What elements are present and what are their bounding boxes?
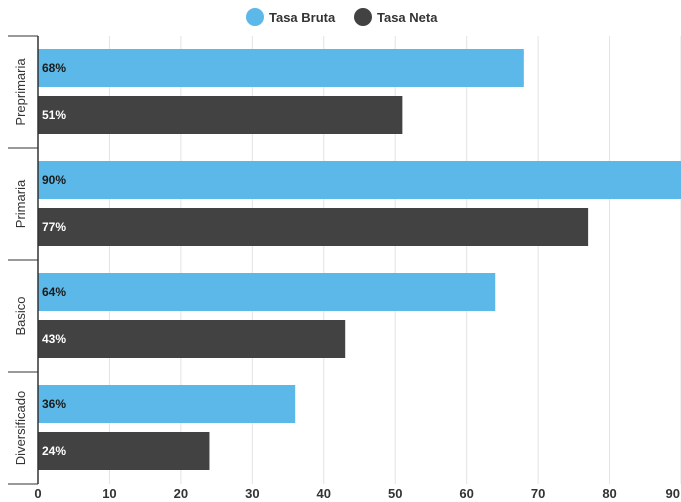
category-label: Preprimaria (13, 58, 28, 126)
x-tick-label: 30 (245, 486, 259, 501)
category-label: Diversificado (13, 391, 28, 465)
x-tick-label: 10 (102, 486, 116, 501)
bars: 68% 51% 90% 77% 64% 43% 36% 24% (38, 49, 681, 470)
bar (38, 273, 496, 311)
bar-label: 64% (42, 285, 66, 299)
legend-marker (246, 8, 264, 26)
category-label: Primaria (13, 179, 28, 228)
x-tick-labels: 0 10 20 30 40 50 60 70 80 90 (34, 486, 680, 501)
x-tick-label: 90 (666, 486, 680, 501)
bar-label: 43% (42, 332, 66, 346)
bar (38, 385, 296, 423)
bar (38, 432, 210, 470)
x-tick-label: 60 (459, 486, 473, 501)
x-tick-label: 20 (174, 486, 188, 501)
x-tick-label: 50 (388, 486, 402, 501)
bar-label: 77% (42, 220, 66, 234)
bar (38, 161, 681, 199)
bar (38, 96, 403, 134)
bar (38, 320, 346, 358)
bar-label: 68% (42, 61, 66, 75)
legend: Tasa Bruta Tasa Neta (246, 8, 438, 26)
bar (38, 208, 589, 246)
x-tick-label: 0 (34, 486, 41, 501)
bar-label: 24% (42, 444, 66, 458)
legend-label: Tasa Neta (377, 10, 438, 25)
bar-label: 90% (42, 173, 66, 187)
bar-label: 36% (42, 397, 66, 411)
category-label: Basico (13, 296, 28, 335)
x-tick-label: 40 (317, 486, 331, 501)
x-tick-label: 80 (602, 486, 616, 501)
legend-label: Tasa Bruta (269, 10, 336, 25)
axes (8, 35, 39, 485)
category-labels: Preprimaria Primaria Basico Diversificado (13, 58, 28, 466)
legend-marker (354, 8, 372, 26)
bar-label: 51% (42, 108, 66, 122)
x-tick-label: 70 (531, 486, 545, 501)
bar (38, 49, 524, 87)
